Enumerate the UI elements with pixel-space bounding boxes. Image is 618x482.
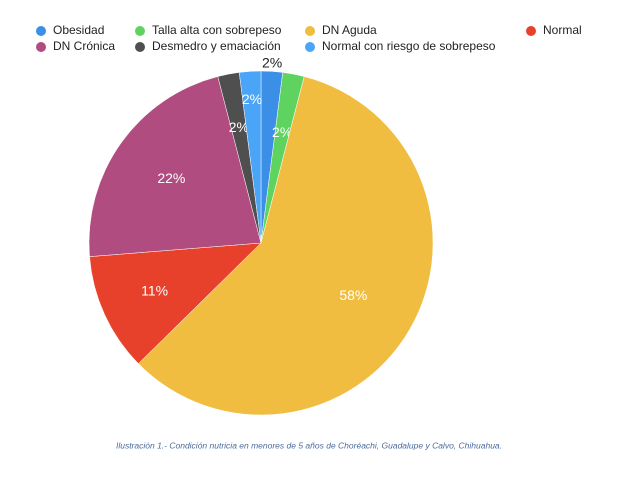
- legend-label: Obesidad: [53, 23, 104, 37]
- legend-marker: [135, 42, 145, 52]
- slice-label: 58%: [339, 287, 367, 303]
- slice-label: 22%: [157, 170, 185, 186]
- pie-slice: [89, 242, 262, 365]
- pie-slice: [138, 76, 434, 416]
- legend-marker: [526, 26, 536, 36]
- legend-label: DN Aguda: [322, 23, 377, 37]
- legend-marker: [305, 26, 315, 36]
- legend-label: DN Crónica: [53, 39, 115, 53]
- slice-label: 2%: [272, 124, 292, 140]
- legend-label: Normal con riesgo de sobrepeso: [322, 39, 496, 53]
- legend-marker: [36, 26, 46, 36]
- legend-marker: [135, 26, 145, 36]
- slice-label: 11%: [141, 282, 168, 298]
- slice-label: 2%: [262, 55, 282, 71]
- slice-label: 2%: [242, 91, 262, 107]
- pie-slice: [88, 76, 262, 257]
- legend-label: Normal: [543, 23, 582, 37]
- legend-label: Talla alta con sobrepeso: [152, 23, 282, 37]
- caption: Ilustración 1.- Condición nutricia en me…: [116, 440, 502, 450]
- slice-label: 2%: [229, 119, 249, 135]
- legend-label: Desmedro y emaciación: [152, 39, 281, 53]
- legend-marker: [36, 42, 46, 52]
- legend-marker: [305, 42, 315, 52]
- pie-slice: [238, 70, 262, 244]
